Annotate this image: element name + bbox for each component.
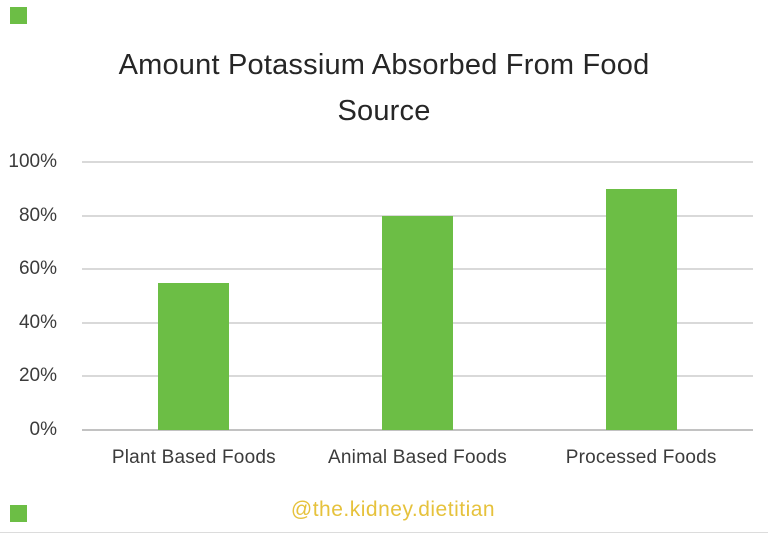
y-tick-label-80: 80% xyxy=(18,204,57,226)
category-label-processed-foods: Processed Foods xyxy=(565,447,717,468)
gridline-80 xyxy=(82,214,753,217)
category-label-animal-based-foods: Animal Based Foods xyxy=(328,447,507,468)
chart-title-line1: Amount Potassium Absorbed From Food xyxy=(118,49,650,81)
corner-decoration-top-left xyxy=(10,7,27,24)
chart-title: Amount Potassium Absorbed From Food Sour… xyxy=(0,42,768,134)
bar-animal-based-foods xyxy=(382,215,453,430)
y-tick-label-60: 60% xyxy=(18,258,57,280)
chart-title-line2: Source xyxy=(337,95,431,127)
corner-decoration-bottom-left xyxy=(10,505,27,522)
y-tick-label-40: 40% xyxy=(18,311,57,333)
plot-area xyxy=(82,161,753,431)
y-tick-label-0: 0% xyxy=(29,419,57,440)
bar-plant-based-foods xyxy=(158,282,230,430)
x-axis-line xyxy=(82,429,753,431)
category-label-plant-based-foods: Plant Based Foods xyxy=(111,447,276,468)
footer-handle: @the.kidney.dietitian xyxy=(290,498,496,521)
x-axis-labels: Plant Based Foods Animal Based Foods Proce… xyxy=(82,446,753,470)
bar-processed-foods xyxy=(605,188,677,430)
y-axis: 0% 20% 40% 60% 80% 100% xyxy=(0,151,57,440)
y-tick-label-20: 20% xyxy=(18,365,57,387)
y-tick-label-100: 100% xyxy=(8,151,57,172)
gridline-100 xyxy=(82,161,753,163)
